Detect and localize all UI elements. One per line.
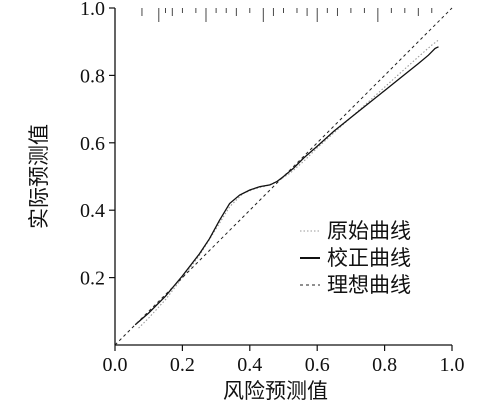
legend-label-1: 原始曲线 bbox=[327, 219, 411, 243]
series-layer bbox=[114, 7, 453, 346]
series-line-3 bbox=[114, 7, 453, 346]
series-line-1 bbox=[138, 39, 439, 329]
series-line-2 bbox=[134, 46, 439, 326]
y-axis-title: 实际预测值 bbox=[27, 124, 51, 229]
x-axis-title: 风险预测值 bbox=[223, 379, 328, 403]
axes-layer: 0.0 0.2 0.4 0.6 0.8 1.0 0.2 0.4 0.6 0.8 1.0 风险预测值 实际… bbox=[27, 0, 465, 403]
y-tick-label: 0.6 bbox=[80, 133, 105, 155]
x-tick-label: 0.4 bbox=[237, 354, 262, 376]
y-tick-label: 0.2 bbox=[80, 268, 105, 290]
x-tick-label: 0.2 bbox=[170, 354, 195, 376]
legend-label-2: 校正曲线 bbox=[327, 246, 411, 270]
x-tick-label: 1.0 bbox=[440, 354, 465, 376]
y-tick-label: 0.8 bbox=[80, 65, 105, 87]
rug-layer bbox=[141, 8, 433, 22]
legend-label-3: 理想曲线 bbox=[327, 273, 411, 297]
y-tick-label: 0.4 bbox=[80, 200, 105, 222]
x-tick-label: 0.0 bbox=[103, 354, 128, 376]
x-tick-label: 0.8 bbox=[372, 354, 397, 376]
x-tick-label: 0.6 bbox=[305, 354, 330, 376]
y-tick-label: 1.0 bbox=[80, 0, 105, 20]
